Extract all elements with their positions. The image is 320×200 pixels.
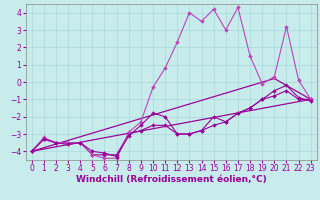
X-axis label: Windchill (Refroidissement éolien,°C): Windchill (Refroidissement éolien,°C)	[76, 175, 267, 184]
